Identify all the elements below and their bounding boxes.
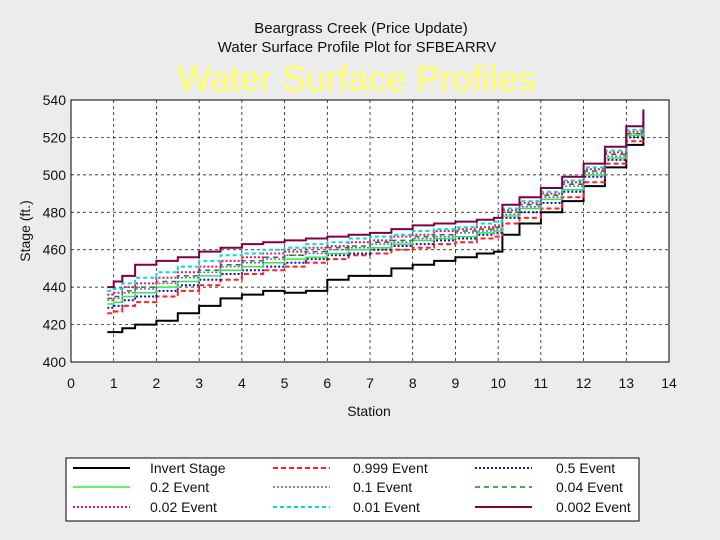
chart-title: Beargrass Creek (Price Update) [254,20,467,37]
x-tick-label: 3 [195,375,203,391]
series-line-0-2-event [107,115,645,305]
y-tick-label: 420 [43,317,67,333]
legend-label: Invert Stage [150,460,226,476]
x-tick-label: 7 [366,375,374,391]
y-tick-label: 540 [43,92,67,108]
x-tick-labels: 0 1 2 3 4 5 6 7 8 9 10 11 12 13 14 [67,375,677,391]
legend-label: 0.04 Event [556,479,623,495]
x-tick-label: 6 [323,375,331,391]
x-tick-label: 11 [534,375,549,391]
x-tick-label: 5 [281,375,289,391]
legend: Invert Stage 0.999 Event 0.5 Event 0.2 Even… [73,460,631,515]
x-tick-label: 13 [618,375,634,391]
chart-subtitle: Water Surface Profile Plot for SFBEARRV [218,39,496,56]
series-lines [107,109,645,334]
y-tick-label: 520 [43,129,67,145]
x-tick-label: 0 [67,375,75,391]
legend-box [65,457,640,522]
legend-label: 0.5 Event [556,460,615,476]
legend-label: 0.999 Event [353,460,428,476]
legend-label: 0.2 Event [150,479,209,495]
x-tick-label: 8 [409,375,417,391]
y-tick-label: 500 [43,167,67,183]
legend-label: 0.01 Event [353,499,420,515]
x-tick-label: 2 [153,375,161,391]
x-axis-label: Station [347,403,391,419]
series-line-0-002-event [107,109,645,289]
y-tick-label: 400 [43,354,67,370]
x-tick-label: 10 [490,375,506,391]
y-tick-label: 460 [43,242,67,258]
x-tick-label: 14 [661,375,677,391]
x-tick-label: 1 [110,375,118,391]
series-line-0-02-event [107,113,645,296]
overlay-title: Water Surface Profiles [178,58,537,99]
y-tick-labels: 400 420 440 460 480 500 520 540 [43,92,67,370]
y-tick-label: 480 [43,204,67,220]
x-tick-label: 12 [576,375,592,391]
legend-label: 0.02 Event [150,499,217,515]
series-line-0-1-event [107,113,645,301]
series-line-invert-stage [107,122,645,334]
legend-label: 0.002 Event [556,499,631,515]
x-tick-label: 9 [452,375,460,391]
x-tick-label: 4 [238,375,246,391]
legend-label: 0.1 Event [353,479,412,495]
series-line-0-01-event [107,111,645,292]
series-line-0-04-event [107,113,645,300]
y-axis-label: Stage (ft.) [17,200,33,261]
y-tick-label: 440 [43,279,67,295]
